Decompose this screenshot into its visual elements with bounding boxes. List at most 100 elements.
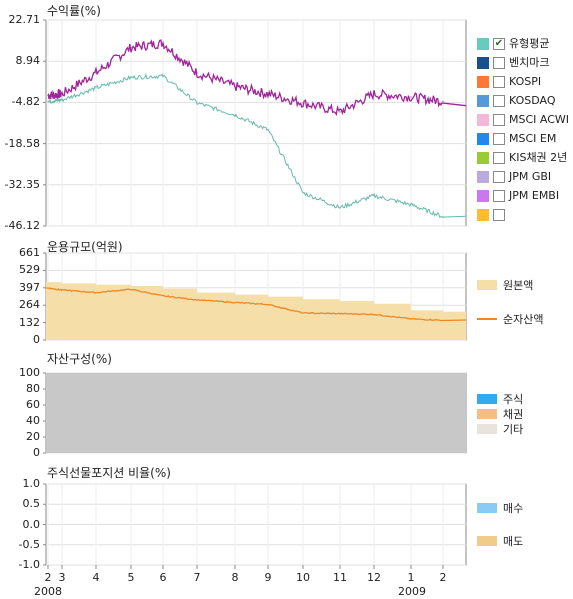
legend-item[interactable]: 벤치마크 <box>477 57 549 69</box>
x-tick-label: 2 <box>439 571 447 584</box>
return-point <box>410 204 412 206</box>
legend-checkbox[interactable] <box>493 209 505 221</box>
y-tick-label: 22.71 <box>8 13 41 26</box>
return-point <box>339 111 341 113</box>
return-point <box>373 195 375 197</box>
net-asset-line <box>45 287 467 322</box>
legend-item[interactable]: JPM GBI <box>477 171 551 183</box>
y-tick-label: -32.35 <box>4 177 40 191</box>
legend-item: 매수 <box>477 500 523 516</box>
y-tick-label: -1.0 <box>18 558 40 571</box>
legend-label: 매도 <box>503 535 524 548</box>
legend-swatch <box>477 536 497 546</box>
legend-label: JPM GBI <box>509 170 552 183</box>
legend-label: 유형평균 <box>509 37 550 50</box>
legend-label: 원본액 <box>503 279 534 292</box>
x-tick-label: 5 <box>127 571 135 584</box>
return-point <box>234 85 236 88</box>
x-tick-label: 3 <box>58 571 66 584</box>
return-point <box>130 46 132 49</box>
legend-item[interactable]: KIS채권 2년 <box>477 152 567 164</box>
y-tick-label: 0 <box>33 446 40 459</box>
legend-label: MSCI EM <box>509 132 557 145</box>
returns-title: 수익률(%) <box>47 4 101 18</box>
legend-item: 매도 <box>477 533 523 549</box>
y-tick-label: 0.5 <box>22 497 41 511</box>
legend-label: 매수 <box>503 502 524 515</box>
fund-size-title: 운용규모(억원) <box>47 240 123 254</box>
legend-item[interactable]: JPM EMBI <box>477 190 559 202</box>
legend-label: MSCI ACWI <box>509 113 570 126</box>
return-point <box>61 99 63 101</box>
y-tick-label: 0.0 <box>22 517 41 531</box>
legend-item: 채권 <box>477 406 523 422</box>
y-tick-label: 661 <box>19 246 40 259</box>
x-tick-label: 8 <box>231 571 239 584</box>
return-point <box>373 93 375 95</box>
y-tick-label: 132 <box>19 315 40 329</box>
legend-checkbox[interactable] <box>493 114 505 126</box>
y-tick-label: -46.12 <box>4 219 40 232</box>
legend-swatch <box>477 280 497 290</box>
x-tick-label: 9 <box>264 571 272 584</box>
futures-ratio-title: 주식선물포지션 비율(%) <box>47 466 171 480</box>
legend-item[interactable]: KOSDAQ <box>477 95 556 107</box>
return-point <box>61 93 63 95</box>
return-point <box>302 192 304 194</box>
x-tick-label: 2 <box>44 571 52 584</box>
legend-label: 벤치마크 <box>509 56 550 69</box>
x-tick-label: 7 <box>193 571 201 584</box>
y-tick-label: -18.58 <box>4 136 40 150</box>
y-tick-label: 40 <box>26 414 40 427</box>
legend-item: 기타 <box>477 421 523 437</box>
legend-label: 기타 <box>503 423 524 436</box>
legend-item[interactable]: MSCI ACWI <box>477 114 569 126</box>
legend-swatch <box>477 152 489 164</box>
y-tick-label: 397 <box>19 280 40 294</box>
legend-item[interactable]: MSCI EM <box>477 133 556 145</box>
return-series-1 <box>47 39 467 117</box>
legend-item: 주식 <box>477 391 523 407</box>
x-year-2009: 2009 <box>398 585 426 598</box>
legend-swatch <box>477 171 489 183</box>
x-tick-label: 1 <box>407 571 415 584</box>
legend-swatch <box>477 394 497 404</box>
return-point <box>196 72 198 74</box>
legend-checkbox[interactable]: ✔ <box>493 38 505 50</box>
y-tick-label: 264 <box>19 298 40 312</box>
legend-swatch <box>477 133 489 145</box>
legend-checkbox[interactable] <box>493 171 505 183</box>
return-point <box>196 102 198 104</box>
legend-item[interactable] <box>477 209 509 221</box>
legend-swatch <box>477 424 497 434</box>
y-tick-label: 529 <box>19 263 40 277</box>
legend-item[interactable]: ✔ 유형평균 <box>477 38 549 50</box>
legend-swatch <box>477 95 489 107</box>
legend-item: 원본액 <box>477 277 533 293</box>
return-point <box>47 100 49 103</box>
return-series-2 <box>47 72 467 218</box>
legend-item[interactable]: KOSPI <box>477 76 541 88</box>
x-year-2008: 2008 <box>34 585 62 598</box>
legend-checkbox[interactable] <box>493 190 505 202</box>
legend-checkbox[interactable] <box>493 57 505 69</box>
return-point <box>267 129 269 131</box>
legend-checkbox[interactable] <box>493 95 505 107</box>
x-tick-label: 10 <box>296 571 310 584</box>
legend-checkbox[interactable] <box>493 76 505 88</box>
asset-composition-title: 자산구성(%) <box>47 352 112 366</box>
other-assets-area <box>47 373 466 453</box>
legend-checkbox[interactable] <box>493 152 505 164</box>
return-point <box>267 93 269 95</box>
legend-swatch <box>477 114 489 126</box>
legend-label: KOSDAQ <box>509 94 556 107</box>
y-tick-label: 20 <box>26 430 40 443</box>
return-point <box>442 216 444 218</box>
return-point <box>302 102 304 104</box>
legend-checkbox[interactable] <box>493 133 505 145</box>
return-point <box>95 87 97 89</box>
legend-swatch <box>477 38 489 50</box>
legend-swatch <box>477 209 489 221</box>
y-tick-label: 0 <box>33 333 40 346</box>
